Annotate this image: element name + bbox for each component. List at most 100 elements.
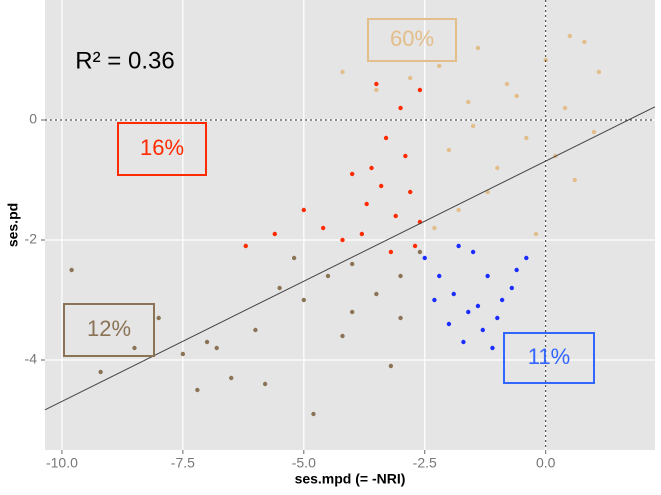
point	[195, 387, 200, 393]
point	[495, 315, 500, 321]
point	[514, 267, 519, 273]
point	[272, 231, 277, 237]
point	[461, 339, 466, 345]
point	[156, 315, 161, 321]
point	[504, 81, 510, 87]
point	[359, 231, 365, 237]
point	[349, 171, 355, 177]
point	[417, 87, 423, 93]
point	[388, 249, 394, 255]
point	[180, 351, 186, 357]
point	[499, 297, 505, 303]
y-axis-label: ses.pd	[5, 203, 21, 247]
point	[446, 321, 452, 327]
point	[325, 273, 331, 279]
point	[243, 243, 248, 249]
point	[456, 243, 461, 249]
point	[567, 33, 573, 39]
point	[470, 123, 476, 129]
point	[340, 69, 345, 75]
point	[398, 315, 403, 321]
point	[320, 225, 326, 231]
point	[393, 213, 398, 219]
point	[277, 285, 282, 291]
point	[524, 255, 529, 261]
x-axis-label: ses.mpd (= -NRI)	[295, 471, 406, 487]
y-tick-label: -4	[25, 351, 38, 367]
annotation-box	[117, 122, 207, 176]
point	[301, 207, 307, 213]
point	[562, 105, 568, 111]
point	[412, 243, 418, 249]
annotation: 12%	[87, 316, 131, 341]
point	[379, 183, 384, 189]
point	[591, 129, 597, 135]
point	[403, 153, 408, 159]
point	[524, 135, 529, 141]
plot-background	[45, 0, 655, 450]
point	[214, 345, 219, 351]
point	[466, 309, 471, 315]
point	[369, 165, 374, 171]
x-tick-label: -10.0	[46, 455, 78, 471]
point	[388, 363, 394, 369]
x-tick-label: -7.5	[171, 455, 195, 471]
point	[432, 297, 437, 303]
y-tick-label: 0	[29, 111, 37, 127]
point	[437, 273, 442, 279]
point	[470, 249, 476, 255]
point	[533, 231, 539, 237]
point	[374, 87, 379, 93]
point	[262, 381, 268, 387]
point	[582, 39, 587, 45]
point	[514, 93, 519, 99]
point	[132, 345, 137, 351]
point	[364, 201, 369, 207]
annotation: 16%	[140, 135, 184, 160]
annotation: 11%	[528, 344, 570, 369]
point	[475, 303, 481, 309]
point	[374, 291, 379, 297]
point	[475, 45, 481, 51]
point	[596, 69, 602, 75]
point	[340, 237, 345, 243]
point	[398, 273, 403, 279]
point	[98, 369, 103, 375]
x-tick-label: -2.5	[413, 455, 437, 471]
point	[437, 63, 442, 69]
point	[204, 339, 210, 345]
point	[291, 255, 297, 261]
point	[398, 105, 403, 111]
point	[466, 99, 471, 105]
point	[446, 147, 452, 153]
point	[301, 297, 307, 303]
point	[253, 327, 258, 333]
point	[432, 225, 437, 231]
point	[349, 261, 355, 267]
annotation: R² = 0.36	[75, 47, 174, 74]
point	[572, 177, 577, 183]
annotation-box	[503, 332, 595, 384]
point	[374, 81, 379, 87]
point	[229, 375, 234, 381]
point	[485, 273, 490, 279]
annotation: 60%	[390, 26, 434, 51]
point	[69, 267, 74, 273]
point	[408, 75, 413, 81]
point	[456, 207, 461, 213]
point	[417, 249, 423, 255]
x-tick-label: 0.0	[536, 455, 556, 471]
point	[311, 411, 316, 417]
point	[495, 165, 500, 171]
point	[422, 255, 427, 261]
fit-line	[44, 106, 656, 411]
point	[490, 345, 495, 351]
point	[340, 333, 345, 339]
x-tick-label: -5.0	[292, 455, 316, 471]
point	[480, 327, 485, 333]
annotation-box	[63, 303, 155, 357]
point	[451, 291, 456, 297]
point	[408, 189, 413, 195]
point	[383, 135, 389, 141]
